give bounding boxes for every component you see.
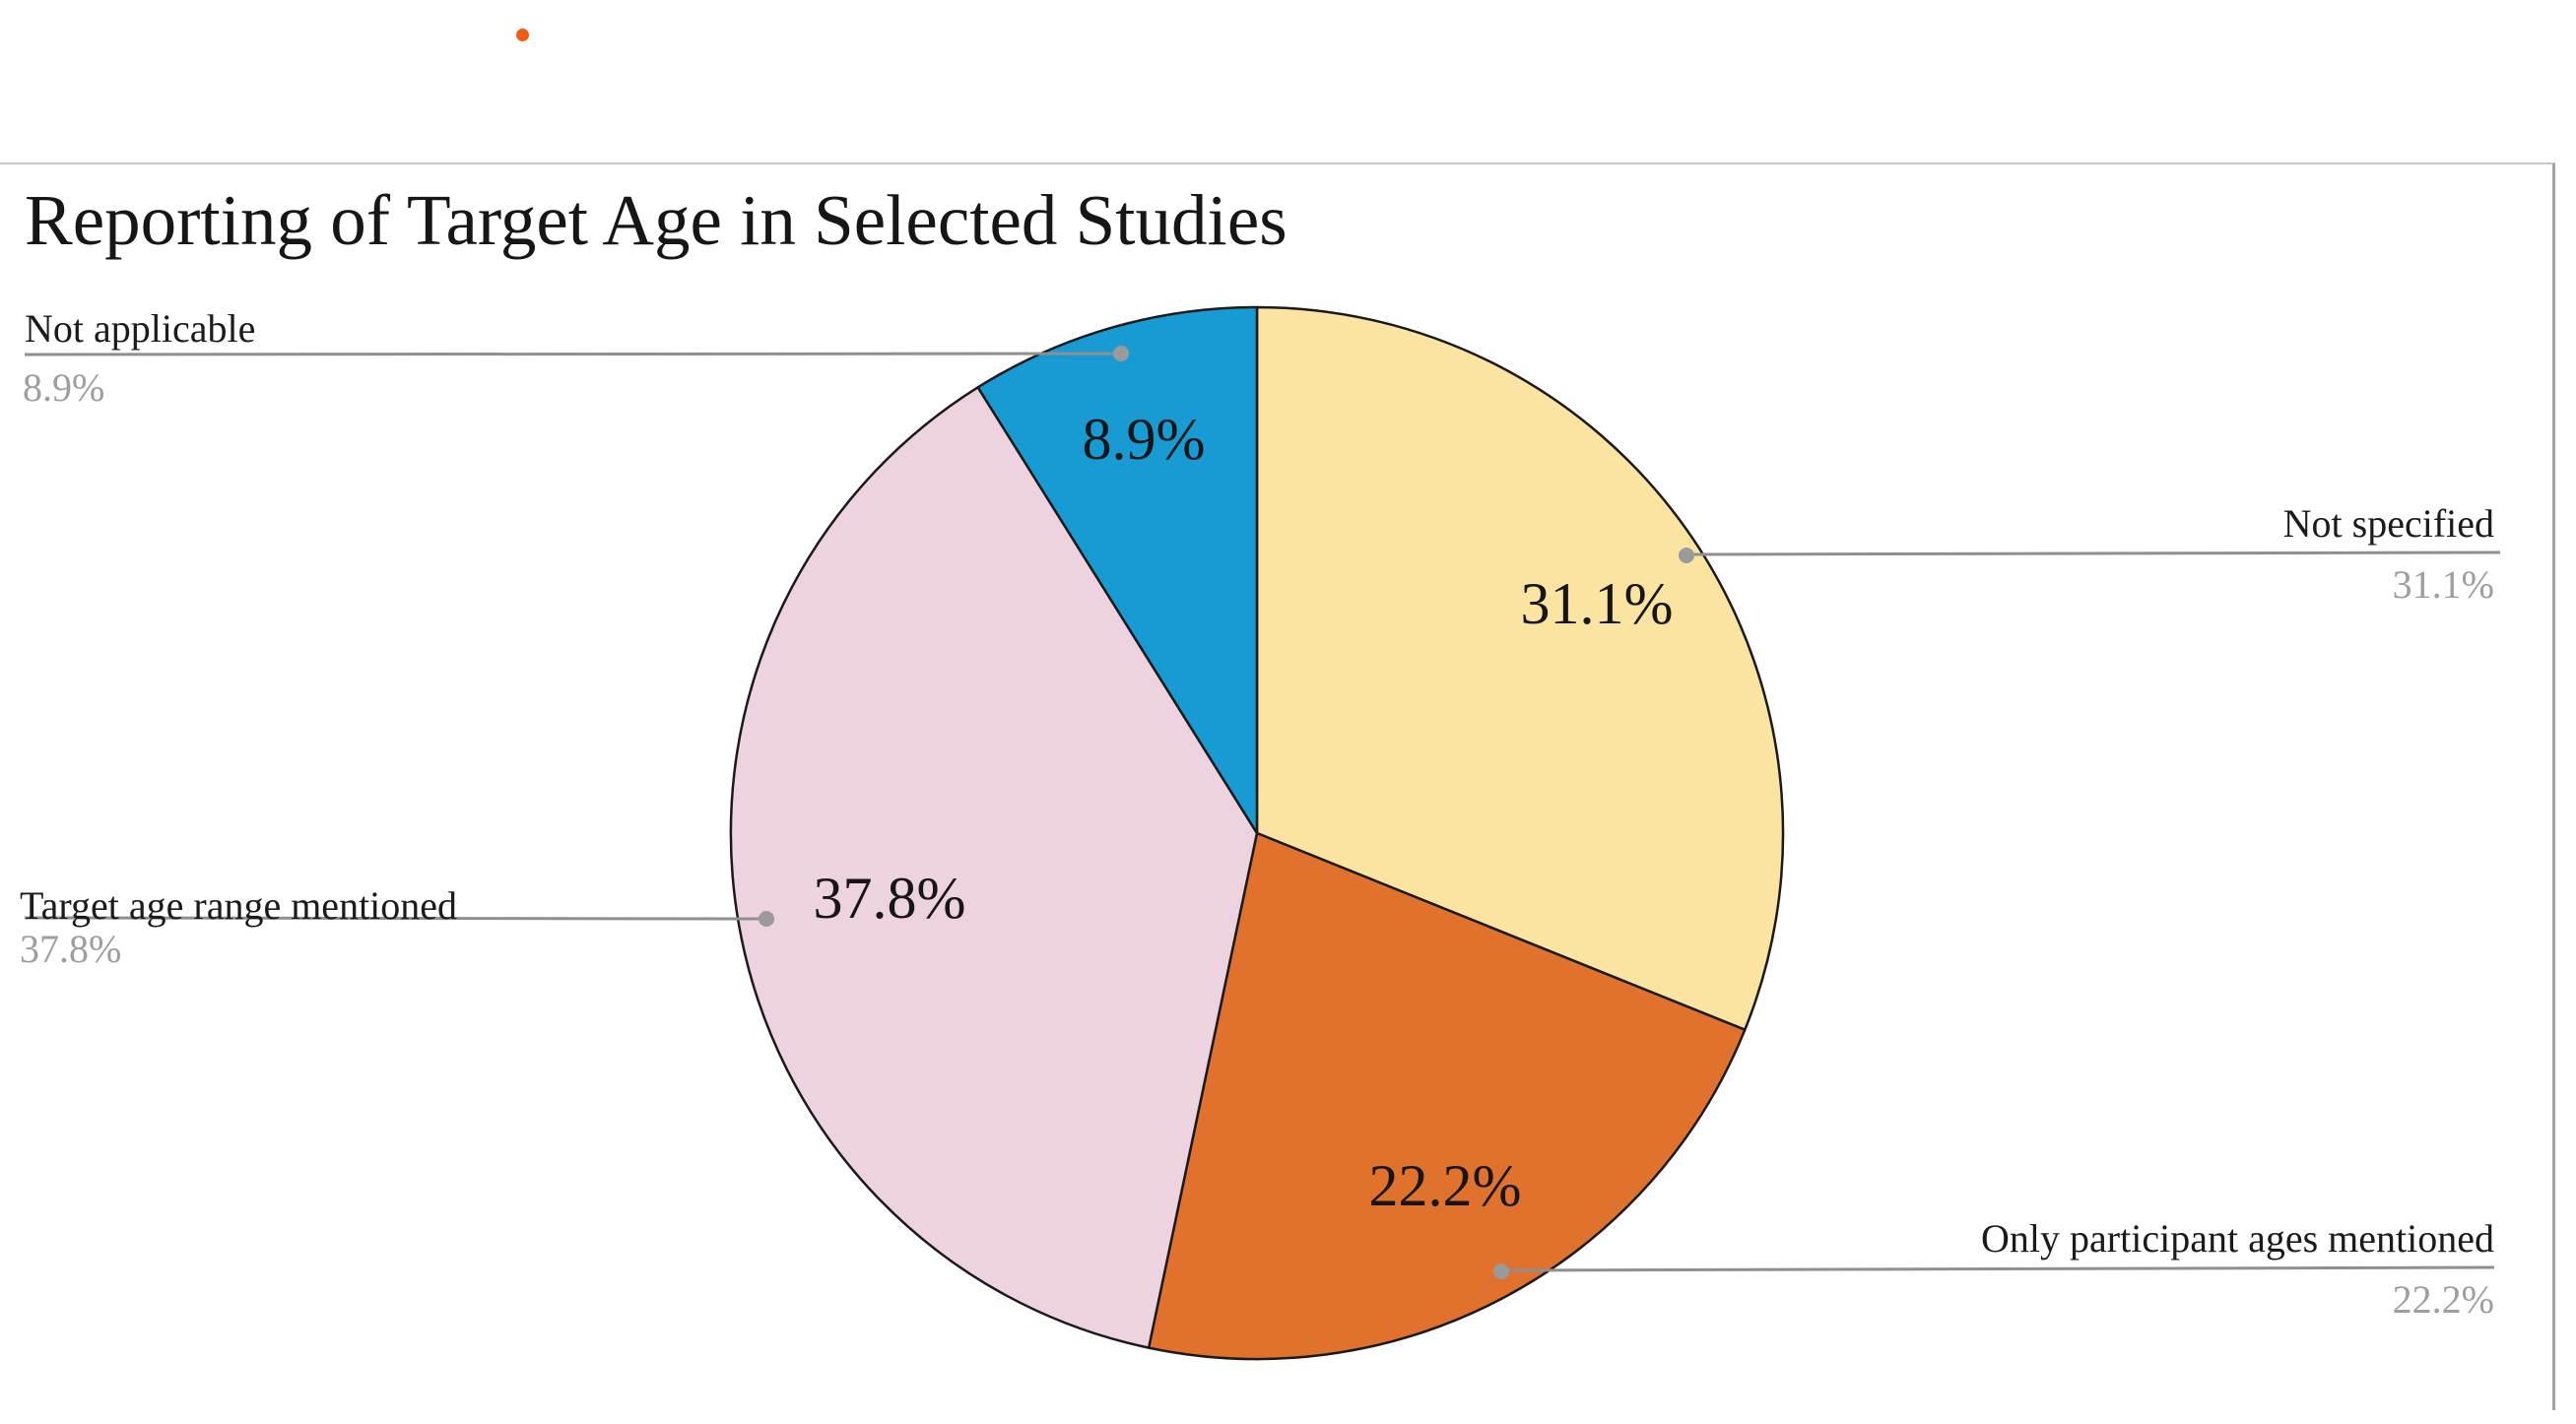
pie-inside-label: 37.8% (814, 866, 966, 931)
leader-dot-target-age-range (759, 911, 774, 927)
pie-inside-label: 31.1% (1521, 571, 1674, 636)
callout-value-not-specified: 31.1% (2392, 562, 2494, 607)
callout-label-not-applicable: Not applicable (25, 306, 256, 351)
leader-line-only-participant-ages (1507, 1265, 2495, 1272)
callout-label-only-participant-ages: Only participant ages mentioned (1981, 1216, 2494, 1261)
leader-dot-not-applicable (1113, 346, 1129, 361)
leader-line-not-applicable (24, 352, 1115, 356)
pie-inside-label: 8.9% (1083, 407, 1206, 472)
leader-dot-not-specified (1679, 548, 1694, 563)
pie-slice-only-participant-ages-mentioned (1147, 831, 1747, 1361)
pie-slice-not-applicable (976, 305, 1259, 835)
pie-slice-not-specified (1255, 305, 1785, 1031)
chart-title: Reporting of Target Age in Selected Stud… (25, 180, 1288, 260)
orange-dot (516, 29, 529, 41)
chart-frame (0, 162, 2555, 1410)
callout-label-target-age-range: Target age range mentioned (20, 883, 458, 928)
leader-line-not-specified (1692, 550, 2501, 556)
callout-value-only-participant-ages: 22.2% (2392, 1277, 2494, 1322)
callout-value-target-age-range: 37.8% (20, 927, 122, 971)
callout-value-not-applicable: 8.9% (23, 365, 105, 410)
callout-label-not-specified: Not specified (2282, 501, 2494, 546)
leader-line-target-age-range (24, 916, 760, 921)
pie-inside-label: 22.2% (1369, 1153, 1522, 1218)
pie-slice-target-age-range-mentioned (729, 386, 1259, 1349)
leader-dot-only-participant-ages (1493, 1263, 1509, 1279)
